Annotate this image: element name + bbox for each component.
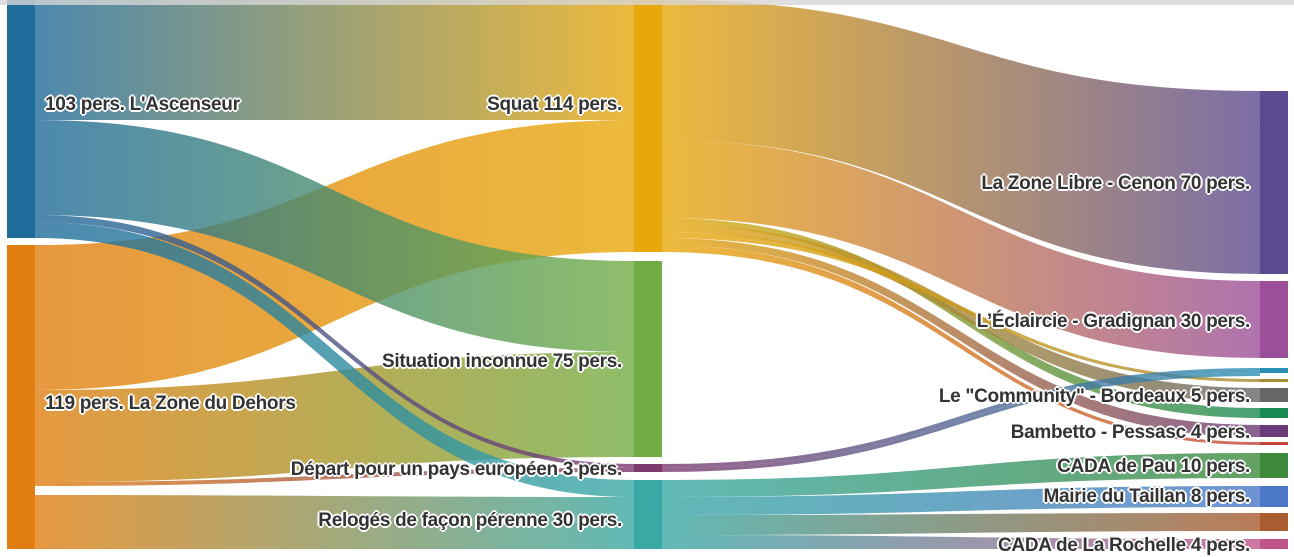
node-reloges[interactable] bbox=[634, 480, 662, 549]
dest-label-community: Le "Community" - Bordeaux 5 pers. bbox=[938, 386, 1250, 407]
node-depart[interactable] bbox=[634, 464, 662, 472]
node-olive[interactable] bbox=[1260, 379, 1288, 382]
dest-label-zone-libre: La Zone Libre - Cenon 70 pers. bbox=[981, 173, 1250, 194]
link-ascenseur-squat[interactable] bbox=[35, 0, 634, 120]
link-dehors-reloges[interactable] bbox=[35, 495, 634, 549]
node-red[interactable] bbox=[1260, 442, 1288, 445]
node-la-rochelle[interactable] bbox=[1260, 539, 1288, 549]
link-squat-green[interactable] bbox=[661, 218, 1260, 418]
link-squat-eclaircie[interactable] bbox=[661, 140, 1260, 358]
node-cada-pau[interactable] bbox=[1260, 453, 1288, 478]
node-brown[interactable] bbox=[1260, 513, 1288, 531]
node-squat[interactable] bbox=[634, 0, 662, 252]
situation-label-inconnue: Situation inconnue 75 pers. bbox=[382, 351, 622, 372]
situation-label-depart: Départ pour un pays européen 3 pers. bbox=[290, 459, 623, 480]
node-bambetto[interactable] bbox=[1260, 425, 1288, 437]
source-label-ascenseur: 103 pers. L'Ascenseur bbox=[45, 94, 240, 115]
link-reloges-brown[interactable] bbox=[661, 513, 1260, 535]
situation-label-reloges: Relogés de façon pérenne 30 pers. bbox=[318, 510, 622, 531]
node-eclaircie[interactable] bbox=[1260, 281, 1288, 358]
link-depart-teal[interactable] bbox=[661, 368, 1260, 468]
link-squat-zone-libre[interactable] bbox=[661, 0, 1260, 274]
link-squat-bambetto[interactable] bbox=[661, 238, 1260, 437]
node-mairie[interactable] bbox=[1260, 486, 1288, 507]
source-label-zone-dehors: 119 pers. La Zone du Dehors bbox=[45, 393, 296, 414]
link-dehors-inconnue[interactable] bbox=[35, 352, 634, 482]
node-zone-libre[interactable] bbox=[1260, 91, 1288, 274]
link-ascenseur-depart[interactable] bbox=[35, 215, 634, 468]
link-reloges-mairie[interactable] bbox=[661, 486, 1260, 515]
link-squat-olive[interactable] bbox=[661, 232, 1260, 382]
dest-label-bambetto: Bambetto - Pessasc 4 pers. bbox=[1010, 422, 1251, 443]
top-scrollbar[interactable] bbox=[0, 0, 1294, 5]
situation-label-squat: Squat 114 pers. bbox=[487, 94, 622, 115]
link-dehors-depart[interactable] bbox=[35, 468, 634, 486]
link-reloges-la-rochelle[interactable] bbox=[661, 535, 1260, 549]
link-squat-community[interactable] bbox=[661, 224, 1260, 402]
dest-label-mairie-taillan: Mairie du Taillan 8 pers. bbox=[1043, 486, 1251, 507]
node-green[interactable] bbox=[1260, 408, 1288, 418]
node-community[interactable] bbox=[1260, 388, 1288, 402]
link-squat-red[interactable] bbox=[661, 245, 1260, 445]
link-reloges-cada-pau[interactable] bbox=[661, 453, 1260, 497]
link-ascenseur-reloges[interactable] bbox=[35, 222, 634, 497]
node-zone-dehors[interactable] bbox=[7, 245, 35, 549]
node-ascenseur[interactable] bbox=[7, 0, 35, 238]
node-inconnue[interactable] bbox=[634, 261, 662, 457]
dest-label-cada-pau: CADA de Pau 10 pers. bbox=[1057, 456, 1250, 477]
link-depart-teal-2[interactable] bbox=[661, 373, 1260, 472]
node-teal[interactable] bbox=[1260, 368, 1288, 373]
dest-label-cada-la-rochelle: CADA de La Rochelle 4 pers. bbox=[998, 535, 1250, 556]
link-ascenseur-inconnue[interactable] bbox=[35, 120, 634, 352]
dest-label-eclaircie: L’Éclaircie - Gradignan 30 pers. bbox=[976, 311, 1251, 332]
